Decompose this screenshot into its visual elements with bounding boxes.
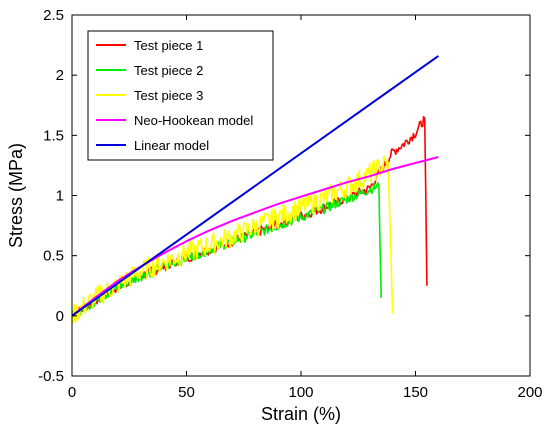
series-line-linear-model (72, 55, 439, 317)
x-tick-label: 100 (288, 384, 313, 401)
y-tick-label: 0 (56, 308, 64, 325)
y-tick-label: -0.5 (38, 368, 64, 385)
y-tick-label: 1.5 (43, 127, 64, 144)
series-layer (72, 55, 439, 324)
y-tick-label: 1 (56, 188, 64, 205)
legend: Test piece 1 Test piece 2 Test piece 3 Neo-… (87, 30, 274, 161)
series-line-test-piece-2 (72, 181, 382, 318)
x-axis-title: Strain (%) (261, 404, 341, 424)
legend-label: Test piece 2 (134, 63, 203, 78)
y-axis-title: Stress (MPa) (6, 143, 26, 248)
y-tick-label: 2 (56, 67, 64, 84)
x-tick-label: 200 (517, 384, 542, 401)
legend-label: Test piece 3 (134, 88, 203, 103)
series-line-test-piece-3 (72, 155, 394, 324)
legend-label: Test piece 1 (134, 38, 203, 53)
series-line-neo-hookean-model (72, 156, 439, 317)
x-tick-label: 0 (68, 384, 76, 401)
x-tick-label: 50 (178, 384, 195, 401)
x-tick-label: 150 (403, 384, 428, 401)
y-tick-label: 0.5 (43, 248, 64, 265)
y-tick-label: 2.5 (43, 7, 64, 24)
legend-label: Linear model (134, 138, 209, 153)
tick-layer: 0 50 100 150 200-0.500.511.522.5 (38, 7, 542, 401)
legend-label: Neo-Hookean model (134, 113, 253, 128)
